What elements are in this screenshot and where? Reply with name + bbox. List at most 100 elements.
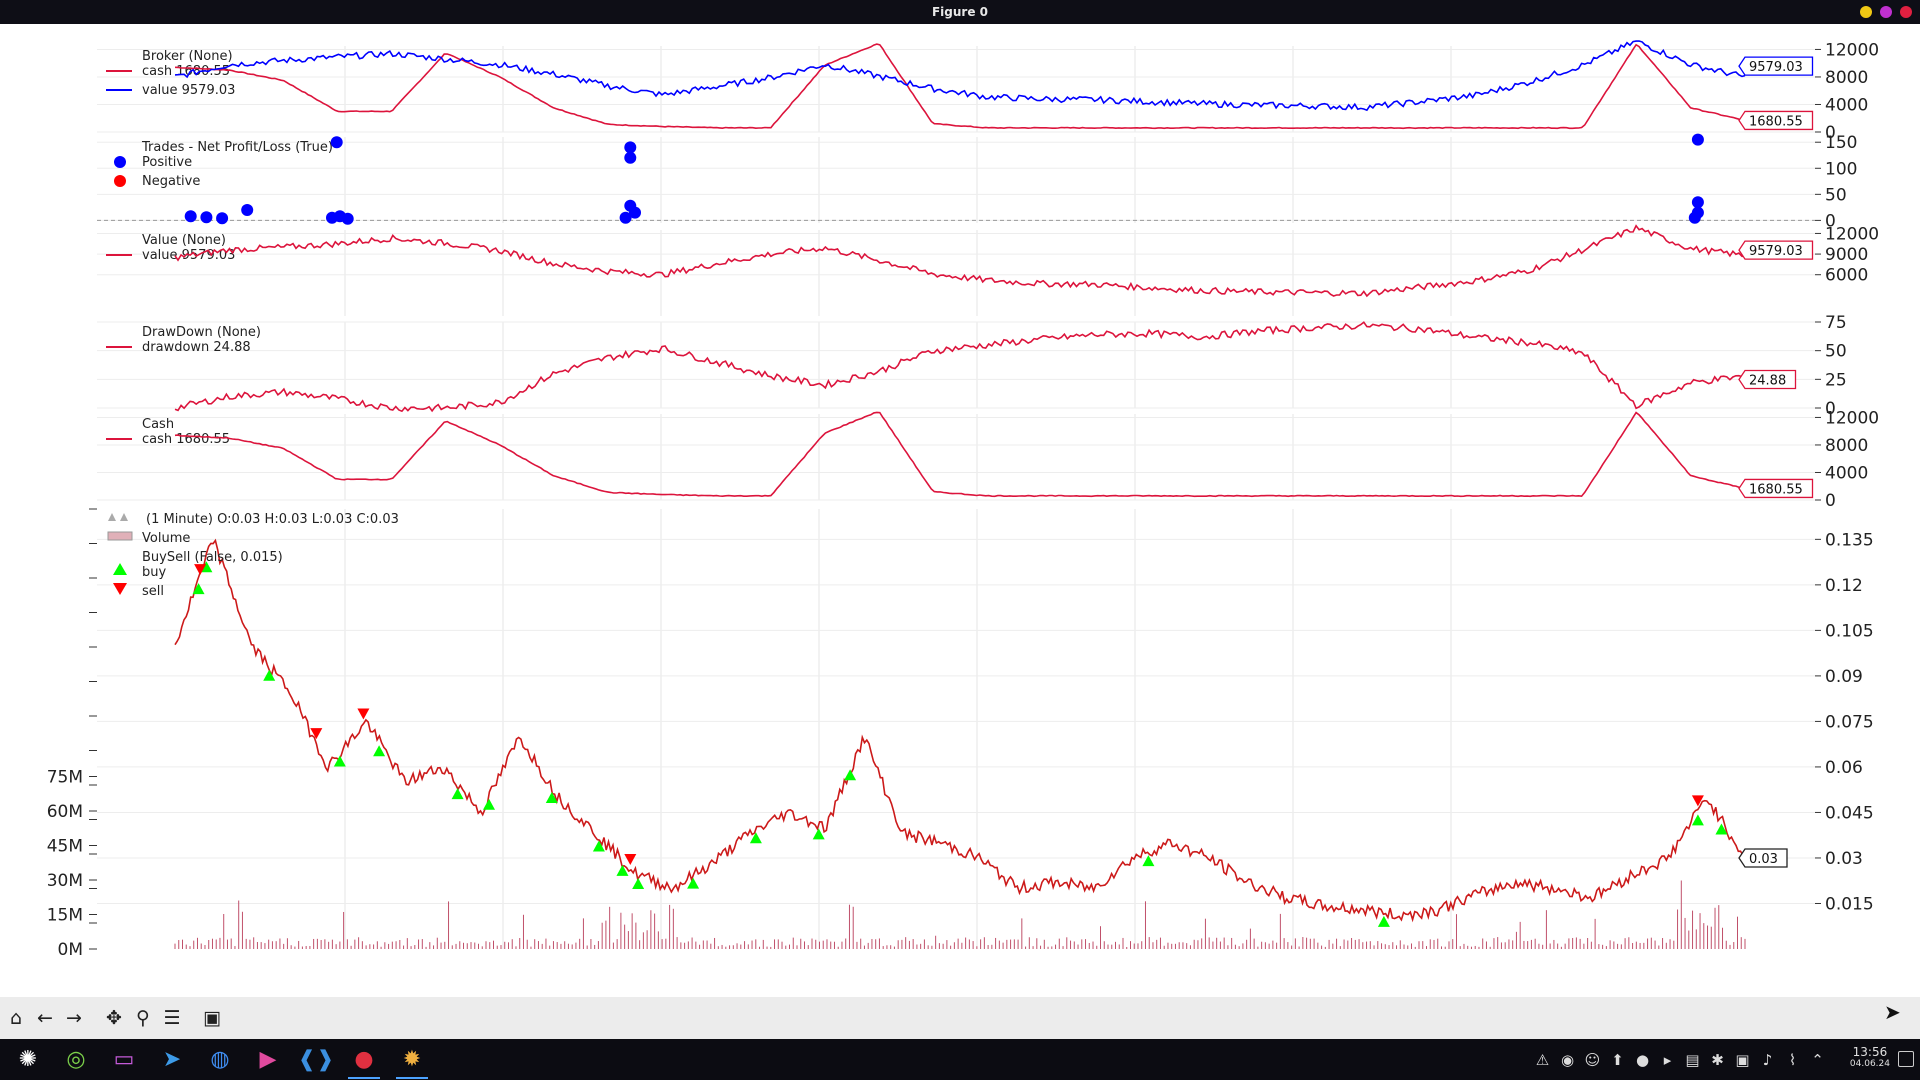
trades-panel: 0 50 100 150 Trades - Net Profit/Loss (True)… bbox=[97, 133, 1857, 231]
window-title: Figure 0 bbox=[931, 5, 989, 19]
sell-marker bbox=[1691, 795, 1704, 807]
drawdown-ytick-label: 25 bbox=[1825, 370, 1847, 390]
value-legend-label: value 9579.03 bbox=[142, 248, 235, 263]
broker-last-value-badge bbox=[1738, 110, 1814, 131]
price-ytick-label: 0.105 bbox=[1825, 621, 1874, 641]
taskbar-app-gamepad[interactable]: ◍ bbox=[210, 1047, 230, 1072]
taskbar-app-terminal[interactable]: ▶ bbox=[259, 1047, 277, 1072]
buy-marker bbox=[632, 878, 645, 890]
drawdown-last-value-badge bbox=[1738, 369, 1797, 390]
drawdown-last-value-label: 24.88 bbox=[1749, 373, 1786, 388]
cash-ytick-label: 8000 bbox=[1825, 436, 1868, 456]
maximize-button[interactable] bbox=[1880, 6, 1892, 18]
tray-icon-4[interactable]: ● bbox=[1635, 1050, 1650, 1069]
clock[interactable]: 13:56 04.06.24 bbox=[1850, 1045, 1890, 1069]
taskbar-app-app-8[interactable]: ● bbox=[344, 1041, 384, 1079]
drawdown-ytick-label: 75 bbox=[1825, 313, 1847, 333]
price-legend-label: Volume bbox=[142, 531, 190, 546]
tray-icon-2[interactable]: ☺ bbox=[1584, 1050, 1601, 1069]
configure-button[interactable]: ☰ bbox=[159, 1005, 185, 1031]
volume-ytick-label: 60M bbox=[47, 802, 83, 822]
cash-ytick-label: 12000 bbox=[1825, 408, 1879, 428]
trade-point bbox=[1691, 196, 1704, 209]
buy-marker bbox=[483, 798, 495, 810]
buy-marker bbox=[263, 669, 276, 681]
broker-cash-line bbox=[174, 43, 1746, 130]
price-last-value-label: 0.03 bbox=[1749, 852, 1778, 867]
mouse-cursor-icon: ➤ bbox=[1884, 1000, 1901, 1024]
price-legend-label: sell bbox=[142, 584, 164, 599]
price-ytick-label: 0.045 bbox=[1825, 803, 1874, 823]
buy-marker bbox=[616, 864, 629, 876]
sell-marker bbox=[357, 708, 370, 720]
home-icon: ⌂ bbox=[9, 1007, 23, 1029]
taskbar-app-pinwheel[interactable]: ✹ bbox=[392, 1041, 432, 1079]
price-ytick-label: 0.09 bbox=[1825, 667, 1863, 687]
tray-icon-6[interactable]: ▤ bbox=[1685, 1050, 1700, 1069]
trade-point bbox=[624, 141, 637, 154]
buy-marker bbox=[200, 561, 213, 573]
tray-icon-0[interactable]: ⚠ bbox=[1535, 1050, 1550, 1069]
price-panel: 0.015 0.03 0.045 0.06 0.075 0.09 0.105 0.12 0.13… bbox=[47, 508, 1874, 960]
system-tray: ⚠ ◉ ☺ ⬆ ● ▸ ▤ ✱ ▣ ♪ ⌇ ⌃ bbox=[1530, 1039, 1830, 1080]
buy-marker bbox=[844, 769, 857, 781]
tray-icon-11[interactable]: ⌃ bbox=[1811, 1050, 1824, 1069]
trade-point bbox=[184, 210, 197, 223]
back-arrow-icon: ← bbox=[37, 1007, 53, 1029]
forward-arrow-icon: → bbox=[66, 1007, 82, 1029]
tray-icon-7[interactable]: ✱ bbox=[1711, 1050, 1724, 1069]
minimize-button[interactable] bbox=[1860, 6, 1872, 18]
volume-ytick-label: 0M bbox=[58, 940, 83, 960]
price-ytick-label: 0.03 bbox=[1825, 849, 1863, 869]
show-desktop-button[interactable] bbox=[1898, 1051, 1914, 1067]
tray-icon-3[interactable]: ⬆ bbox=[1611, 1050, 1624, 1069]
price-legend-label: BuySell (False, 0.015) bbox=[142, 550, 283, 565]
volume-ytick-label: 30M bbox=[47, 871, 83, 891]
tray-icon-10[interactable]: ⌇ bbox=[1788, 1050, 1797, 1069]
price-ytick-label: 0.075 bbox=[1825, 712, 1874, 732]
forward-button[interactable]: → bbox=[61, 1005, 87, 1031]
taskbar-app-chrome[interactable]: ◎ bbox=[66, 1047, 86, 1072]
buy-marker bbox=[812, 828, 825, 840]
drawdown-legend-label: DrawDown (None) bbox=[142, 325, 261, 340]
trade-point bbox=[241, 204, 254, 216]
taskbar-app-telegram[interactable]: ➤ bbox=[162, 1047, 182, 1072]
taskbar-app-launcher[interactable]: ✺ bbox=[18, 1047, 38, 1072]
value-last-value-badge bbox=[1738, 240, 1814, 260]
trades-legend-label: Positive bbox=[142, 155, 192, 170]
price-last-value-badge bbox=[1738, 848, 1788, 868]
cash-last-value-label: 1680.55 bbox=[1749, 482, 1803, 497]
buy-marker bbox=[333, 755, 346, 767]
trades-legend-marker bbox=[114, 156, 126, 168]
buy-marker bbox=[451, 788, 464, 800]
cash-line bbox=[174, 411, 1746, 498]
navigation-toolbar: ⌂ ← → ✥ ⚲ ☰ ▣ bbox=[0, 997, 1920, 1039]
trade-point bbox=[624, 151, 637, 164]
cash-last-value-badge bbox=[1738, 478, 1814, 499]
trades-ytick-label: 100 bbox=[1825, 159, 1857, 179]
tray-icon-8[interactable]: ▣ bbox=[1735, 1050, 1750, 1069]
cash-ytick-label: 4000 bbox=[1825, 463, 1868, 483]
zoom-button[interactable]: ⚲ bbox=[130, 1005, 156, 1031]
trades-ytick-label: 50 bbox=[1825, 185, 1847, 205]
trades-legend-label: Negative bbox=[142, 174, 200, 189]
save-button[interactable]: ▣ bbox=[199, 1005, 225, 1031]
tray-icon-5[interactable]: ▸ bbox=[1663, 1050, 1672, 1069]
back-button[interactable]: ← bbox=[32, 1005, 58, 1031]
close-button[interactable] bbox=[1900, 6, 1912, 18]
broker-ytick-label: 0 bbox=[1825, 123, 1836, 143]
trade-point bbox=[330, 136, 343, 149]
volume-ytick-label: 45M bbox=[47, 837, 83, 857]
taskbar-app-vscode[interactable]: ❰❱ bbox=[297, 1047, 335, 1072]
taskbar-app-files[interactable]: ▭ bbox=[113, 1047, 135, 1072]
home-button[interactable]: ⌂ bbox=[3, 1005, 29, 1031]
tray-icon-9[interactable]: ♪ bbox=[1762, 1050, 1773, 1069]
sell-marker bbox=[194, 564, 207, 576]
tray-icon-1[interactable]: ◉ bbox=[1560, 1050, 1575, 1069]
drawdown-ytick-label: 50 bbox=[1825, 342, 1847, 362]
pan-button[interactable]: ✥ bbox=[101, 1005, 127, 1031]
buy-marker bbox=[749, 832, 762, 844]
value-ytick-label: 12000 bbox=[1825, 224, 1879, 244]
